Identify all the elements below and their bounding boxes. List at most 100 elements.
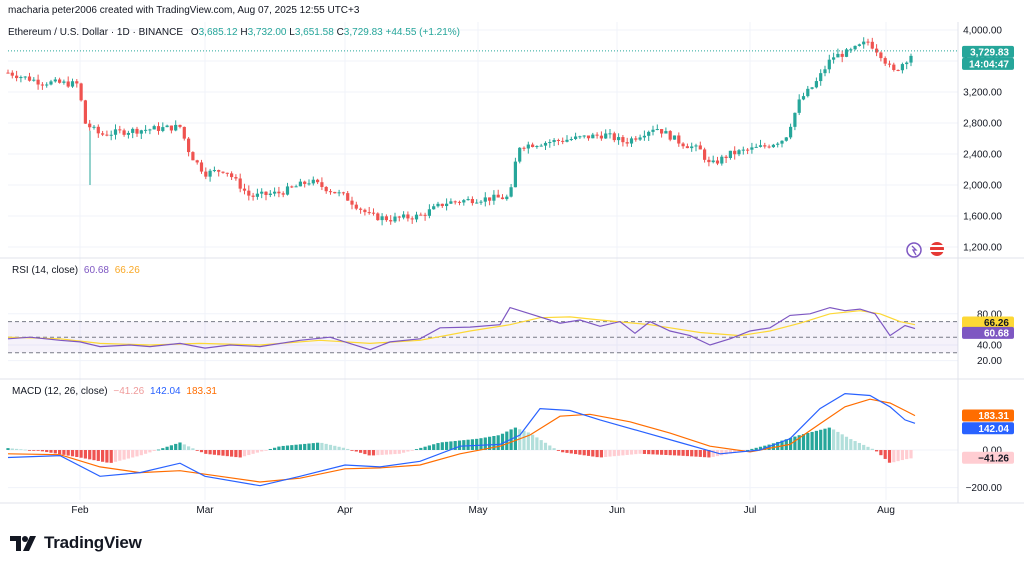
candle-body <box>647 131 651 136</box>
macd-histogram-bar <box>655 450 659 455</box>
macd-histogram-bar <box>875 450 879 452</box>
macd-histogram-bar <box>836 431 840 450</box>
rsi-name[interactable]: RSI (14, close) <box>12 265 79 276</box>
candle-body <box>70 81 75 87</box>
candle-body <box>298 181 302 187</box>
macd-histogram-bar <box>410 450 414 451</box>
macd-legend[interactable]: MACD (12, 26, close) −41.26 142.04 183.3… <box>12 386 217 397</box>
candle-body <box>746 149 750 151</box>
us-flag-icon[interactable] <box>930 242 944 256</box>
low-value: 3,651.58 <box>294 27 334 38</box>
candle-body <box>268 193 272 195</box>
candle-body <box>316 179 320 183</box>
macd-histogram-bar <box>320 442 324 450</box>
macd-hist-value: −41.26 <box>113 386 145 397</box>
macd-histogram-bar <box>341 447 345 450</box>
candle-body <box>780 140 784 144</box>
symbol-label[interactable]: Ethereum / U.S. Dollar · 1D · BINANCE <box>8 27 184 38</box>
candle-body <box>677 135 681 144</box>
candle-body <box>832 57 836 60</box>
macd-histogram-bar <box>285 445 290 450</box>
macd-histogram-bar <box>737 450 741 453</box>
price-axis-label: 1,200.00 <box>963 243 1002 254</box>
candle-body <box>629 138 634 144</box>
replay-icon[interactable] <box>906 242 922 258</box>
candle-body <box>591 134 595 139</box>
rsi-legend[interactable]: RSI (14, close) 60.68 66.26 <box>12 265 140 276</box>
macd-histogram-bar <box>634 450 638 455</box>
candle-body <box>23 76 27 78</box>
candle-body <box>161 127 165 131</box>
change-value: +44.55 (+1.21%) <box>385 27 461 38</box>
candle-body <box>883 58 887 64</box>
macd-histogram-bar <box>900 450 904 461</box>
candle-body <box>169 125 173 131</box>
price-axis-label: 2,800.00 <box>963 119 1002 130</box>
macd-histogram-bar <box>797 435 801 450</box>
rsi-ma-value: 66.26 <box>114 265 140 276</box>
macd-histogram-bar <box>479 438 483 450</box>
candle-body <box>574 136 578 140</box>
macd-histogram-bar <box>135 450 139 457</box>
candle-body <box>771 144 775 148</box>
us-flag-icon-stripe <box>930 245 944 247</box>
candle-body <box>887 63 892 65</box>
candle-body <box>617 137 621 141</box>
price-axis-label: 1,600.00 <box>963 212 1002 223</box>
macd-histogram-bar <box>862 444 866 450</box>
candle-body <box>488 197 492 201</box>
candle-body <box>445 203 449 207</box>
macd-histogram-bar <box>599 450 603 458</box>
macd-histogram-bar <box>371 450 376 456</box>
macd-histogram-bar <box>746 449 750 451</box>
macd-histogram-bar <box>298 444 302 450</box>
price-legend[interactable]: Ethereum / U.S. Dollar · 1D · BINANCE O3… <box>8 27 460 38</box>
macd-histogram-bar <box>58 450 62 455</box>
candle-body <box>105 134 109 136</box>
candle-body <box>260 191 264 194</box>
candle-body <box>569 139 573 141</box>
macd-histogram-bar <box>204 450 208 454</box>
candle-body <box>483 197 487 202</box>
last-price-tag: 3,729.83 <box>970 47 1009 58</box>
candle-body <box>720 156 724 164</box>
candle-body <box>255 193 259 197</box>
candle-body <box>892 64 896 70</box>
macd-histogram-bar <box>264 450 268 451</box>
macd-histogram-bar <box>208 450 212 455</box>
macd-histogram-bar <box>522 430 526 450</box>
time-axis-label: Aug <box>877 505 895 516</box>
candle-body <box>539 145 543 147</box>
macd-histogram-bar <box>19 449 23 451</box>
macd-line <box>7 392 916 487</box>
time-axis-label: Feb <box>71 505 89 516</box>
macd-histogram-bar <box>101 450 105 462</box>
price-axis-label: 3,200.00 <box>963 88 1002 99</box>
rsi-ma-tag-bg <box>962 316 1014 329</box>
macd-name[interactable]: MACD (12, 26, close) <box>12 386 108 397</box>
macd-histogram-bar <box>397 450 401 454</box>
candle-body <box>776 143 780 145</box>
macd-histogram-bar <box>543 442 548 450</box>
macd-histogram-bar <box>660 450 664 455</box>
candle-body <box>303 181 307 184</box>
candle-body <box>397 216 401 218</box>
macd-histogram-bar <box>303 443 307 450</box>
candle-body <box>199 162 204 172</box>
candle-body <box>281 193 285 195</box>
candle-body <box>221 171 225 173</box>
candle-body <box>389 220 393 222</box>
candle-body <box>707 159 711 163</box>
candle-body <box>823 69 827 74</box>
open-value: 3,685.12 <box>198 27 238 38</box>
macd-histogram-bar <box>810 431 814 450</box>
candle-body <box>862 41 866 45</box>
macd-histogram-bar <box>801 434 806 450</box>
macd-histogram-bar <box>591 450 595 457</box>
candle-body <box>324 186 328 192</box>
candle-body <box>371 212 376 214</box>
macd-hist-tag-bg <box>962 451 1014 464</box>
tradingview-logo[interactable]: TradingView <box>10 531 142 555</box>
macd-histogram-bar <box>32 450 36 451</box>
